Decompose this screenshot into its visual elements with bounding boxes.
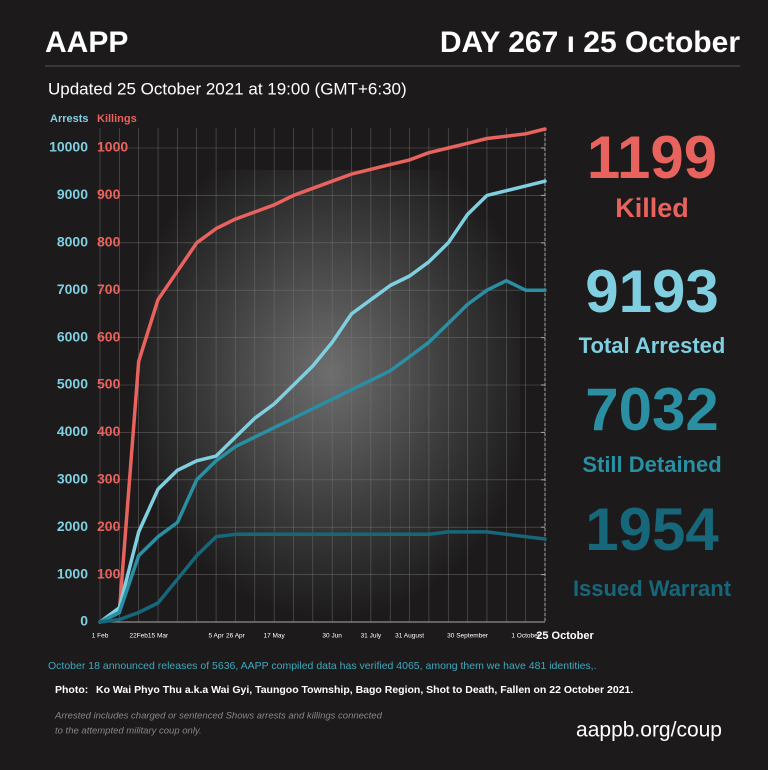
y-tick-label: 5000 — [57, 376, 88, 392]
disclaimer: to the attempted military coup only. — [55, 726, 202, 737]
y2-tick-label: 1000 — [97, 139, 128, 155]
y-tick-label: 0 — [80, 613, 88, 629]
disclaimer: Arrested includes charged or sentenced S… — [54, 711, 383, 722]
line-series — [98, 278, 547, 624]
y-tick-label: 7000 — [57, 281, 88, 297]
y-tick-label: 8000 — [57, 234, 88, 250]
y-tick-label: 6000 — [57, 328, 88, 344]
photo-label: Photo: — [55, 684, 88, 696]
updated: Updated 25 October 2021 at 19:00 (GMT+6:… — [48, 79, 407, 98]
photo-caption: Ko Wai Phyo Thu a.k.a Wai Gyi, Taungoo T… — [96, 684, 633, 696]
x-tick-label: 5 Apr — [208, 633, 224, 640]
y2-tick-label: 600 — [97, 328, 121, 344]
y-tick-label: 1000 — [57, 565, 88, 581]
y-tick-label: 10000 — [49, 139, 88, 155]
stat-label: Still Detained — [582, 452, 721, 477]
day: DAY 267 ı 25 October — [440, 26, 740, 59]
stat-number: 7032 — [585, 376, 718, 443]
photo-backdrop — [140, 170, 520, 620]
url: aappb.org/coup — [576, 719, 722, 742]
stat-label: Killed — [615, 193, 689, 223]
x-tick-label: 30 Jun — [322, 633, 342, 640]
x-tick-label: 17 May — [263, 633, 285, 640]
stat-number: 1954 — [585, 496, 719, 563]
line-series — [98, 530, 547, 624]
stat-number: 9193 — [585, 258, 718, 325]
y-axis-title: Arrests — [50, 113, 89, 125]
y2-tick-label: 800 — [97, 234, 121, 250]
brand: AAPP — [45, 26, 128, 59]
y2-tick-label: 100 — [97, 565, 121, 581]
line-series — [98, 179, 547, 624]
x-tick-label: 30 September — [447, 633, 489, 640]
y2-tick-label: 500 — [97, 376, 121, 392]
x-tick-label: 31 August — [395, 633, 424, 640]
y-tick-label: 3000 — [57, 471, 88, 487]
stat-number: 1199 — [587, 124, 717, 191]
x-tick-label: 1 Feb — [92, 633, 109, 640]
y2-tick-label: 400 — [97, 423, 121, 439]
y2-tick-label: 300 — [97, 471, 121, 487]
y-tick-label: 9000 — [57, 186, 88, 202]
stat-label: Issued Warrant — [573, 576, 732, 601]
y2-axis-title: Killings — [97, 113, 137, 125]
x-tick-label: 15 Mar — [148, 633, 169, 640]
x-tick-label: 26 Apr — [226, 633, 246, 640]
y2-tick-label: 200 — [97, 518, 121, 534]
y2-tick-label: 700 — [97, 281, 121, 297]
y-tick-label: 4000 — [57, 423, 88, 439]
x-tick-label: 22Feb — [129, 633, 148, 640]
stat-label: Total Arrested — [579, 333, 726, 358]
x-tick-label: 1 October — [511, 633, 540, 640]
y-tick-label: 2000 — [57, 518, 88, 534]
y2-tick-label: 900 — [97, 186, 121, 202]
line-series — [98, 127, 547, 624]
x-tick-label: 31 July — [361, 633, 382, 640]
releases-note: October 18 announced releases of 5636, A… — [48, 660, 597, 672]
x-tick-label: 25 October — [536, 630, 594, 642]
